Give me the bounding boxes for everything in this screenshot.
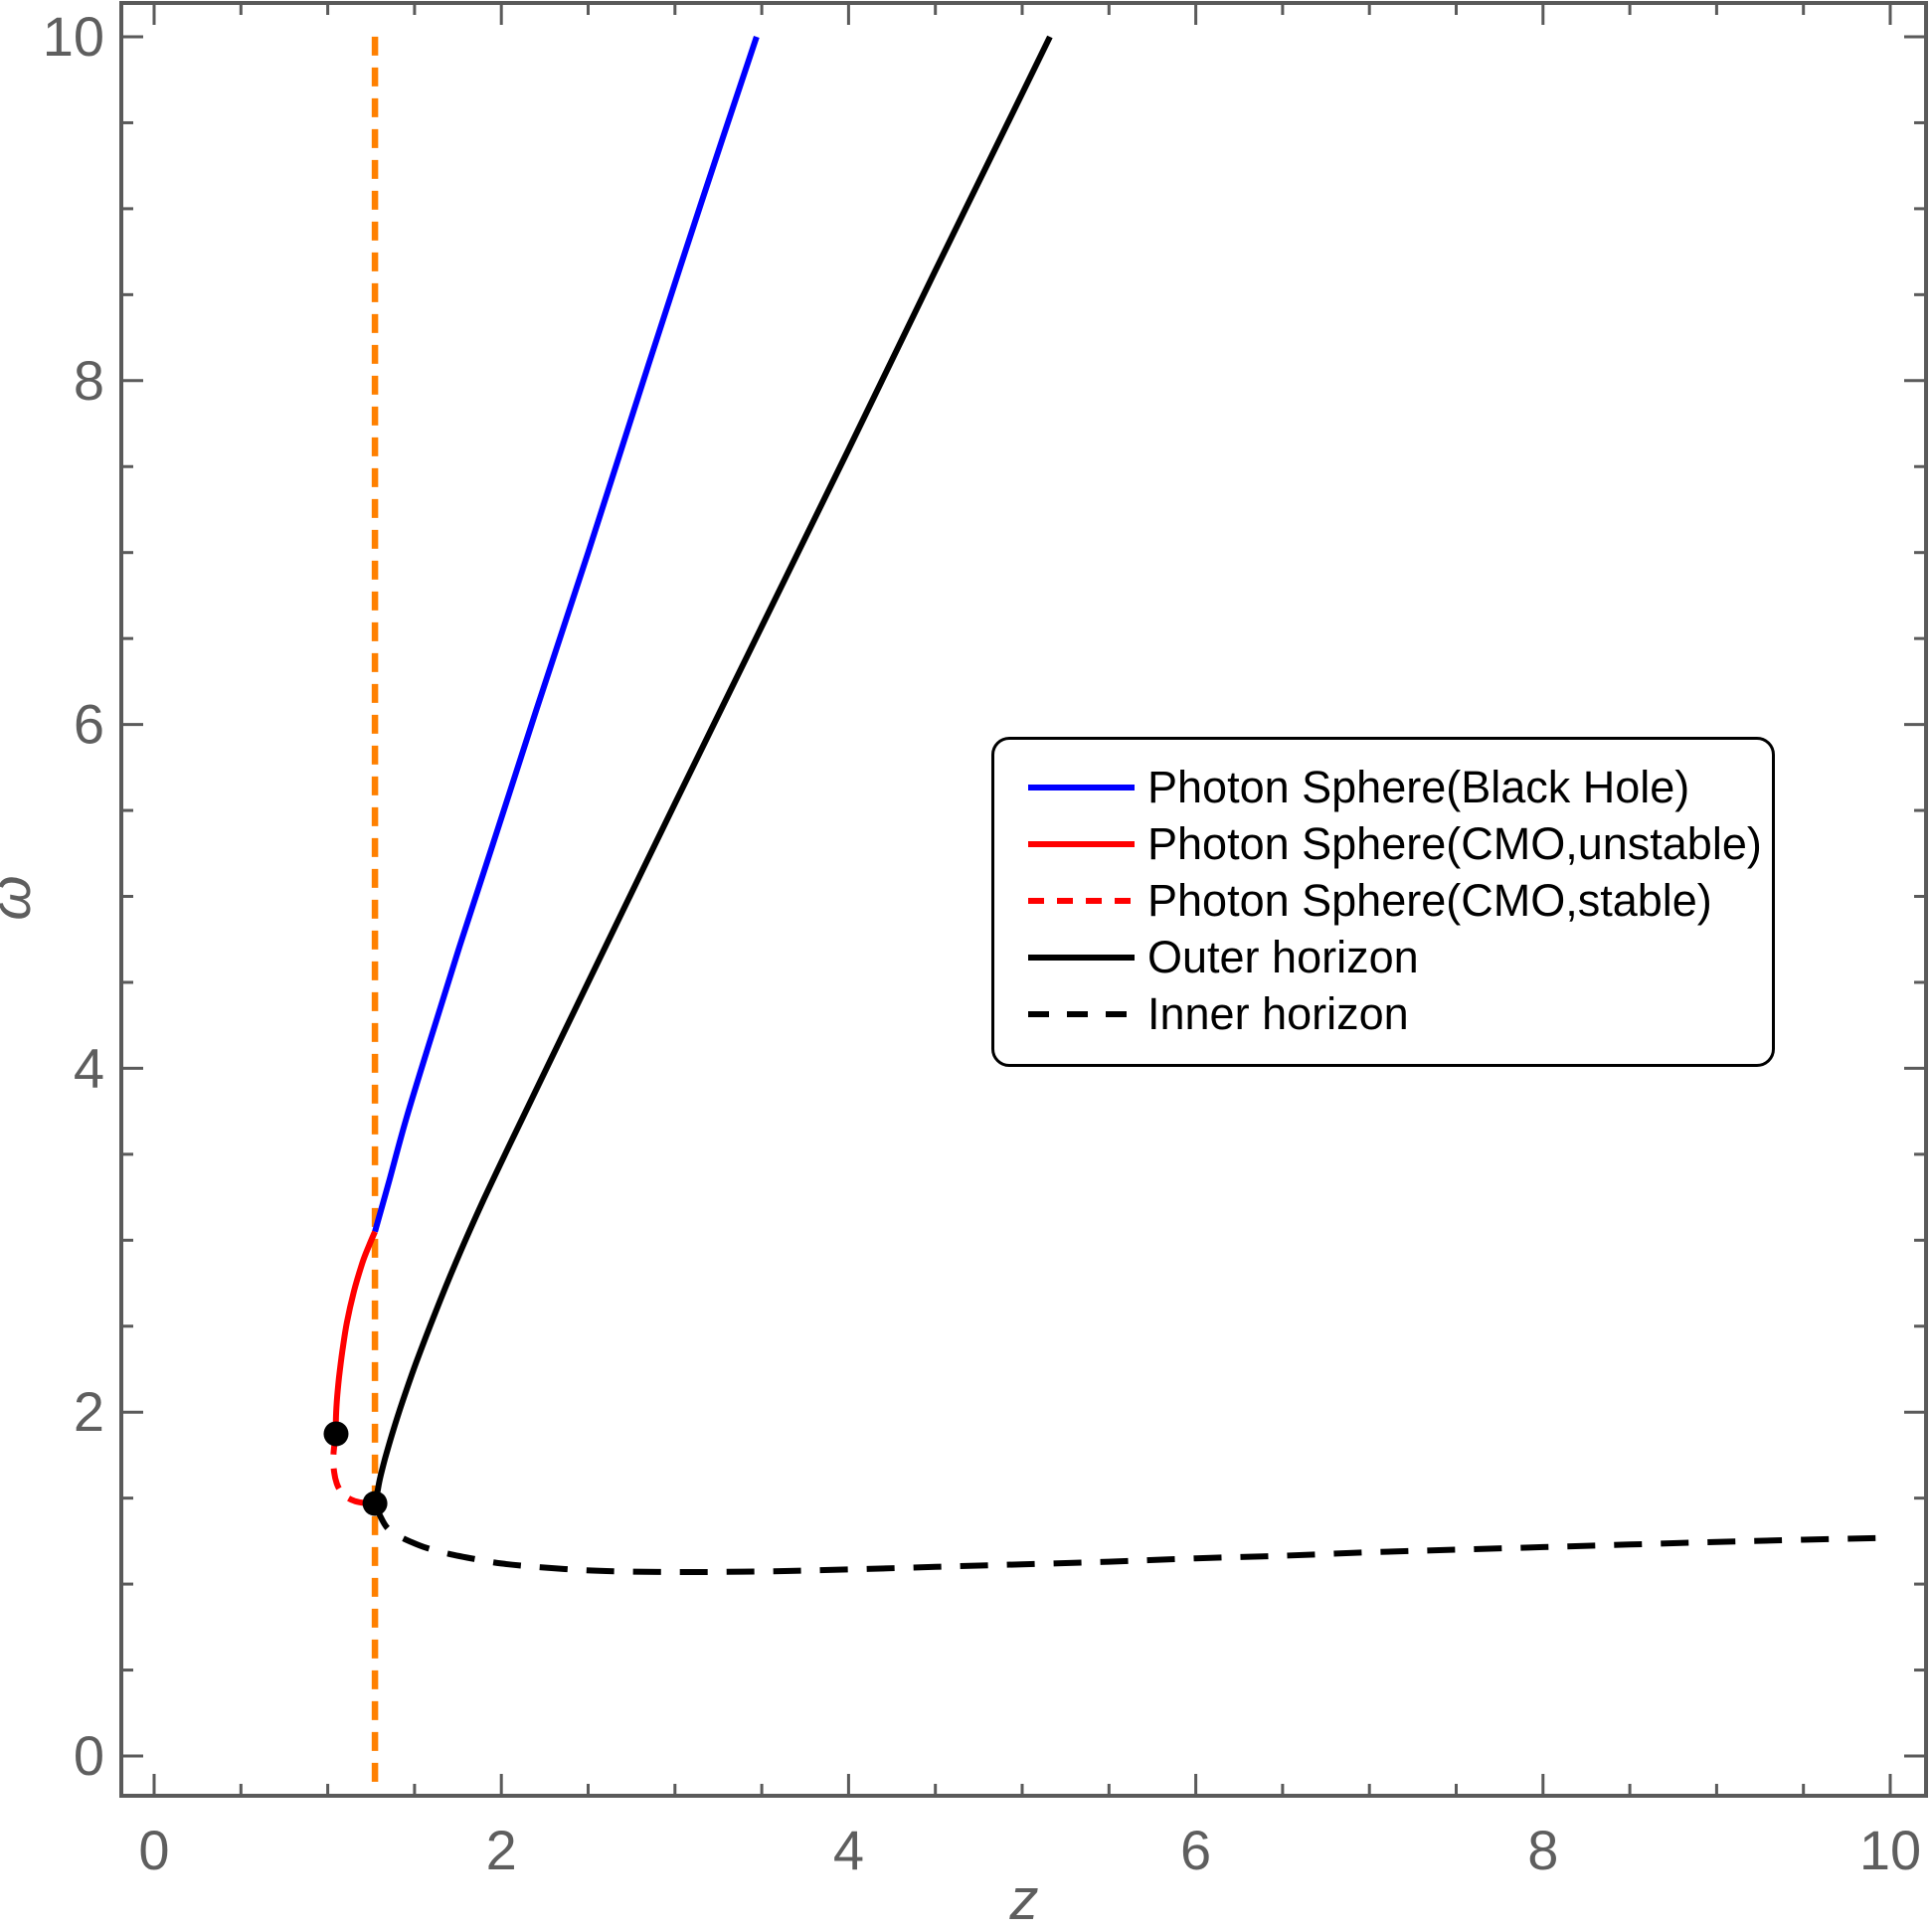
x-tick-label: 10 bbox=[1859, 1819, 1921, 1881]
legend-label: Photon Sphere(Black Hole) bbox=[1147, 762, 1690, 812]
y-tick-label: 0 bbox=[74, 1724, 104, 1787]
axis-ticks bbox=[121, 3, 1926, 1796]
legend-item: Inner horizon bbox=[994, 985, 1772, 1042]
legend-item: Outer horizon bbox=[994, 929, 1772, 985]
x-tick-label: 4 bbox=[833, 1819, 864, 1881]
series-photon-sphere-cmo-unstable bbox=[332, 1230, 378, 1435]
y-tick-label: 4 bbox=[74, 1036, 104, 1099]
legend-swatch-solid-line bbox=[1028, 840, 1135, 847]
x-tick-label: 2 bbox=[486, 1819, 517, 1881]
x-tick-label: 0 bbox=[138, 1819, 169, 1881]
series-inner-horizon bbox=[372, 1501, 1894, 1576]
data-curves bbox=[330, 28, 1894, 1782]
legend-label: Photon Sphere(CMO,unstable) bbox=[1147, 818, 1762, 869]
series-photon-sphere-black-hole bbox=[372, 36, 760, 1233]
series-photon-sphere-cmo-stable bbox=[330, 1433, 376, 1506]
legend-item: Photon Sphere(CMO,unstable) bbox=[994, 815, 1772, 872]
critical-point-marker bbox=[323, 1421, 349, 1447]
legend-swatch-dashed-line bbox=[1028, 897, 1135, 904]
legend-item: Photon Sphere(CMO,stable) bbox=[994, 872, 1772, 929]
x-axis-label: z bbox=[1009, 1867, 1039, 1932]
legend-swatch-solid-line bbox=[1028, 784, 1135, 790]
y-tick-label: 6 bbox=[74, 693, 104, 756]
legend-label: Inner horizon bbox=[1147, 988, 1409, 1039]
legend-label: Outer horizon bbox=[1147, 932, 1419, 982]
legend-item: Photon Sphere(Black Hole) bbox=[994, 759, 1772, 815]
legend-label: Photon Sphere(CMO,stable) bbox=[1147, 875, 1712, 926]
data-markers bbox=[323, 1421, 388, 1516]
series-outer-horizon bbox=[372, 35, 1053, 1504]
critical-point-marker bbox=[362, 1491, 388, 1516]
y-tick-label: 10 bbox=[43, 5, 104, 68]
legend: Photon Sphere(Black Hole) Photon Sphere(C… bbox=[991, 737, 1775, 1067]
tick-labels: 0 2 4 6 8 10 0 2 4 6 8 10 bbox=[43, 5, 1921, 1881]
legend-swatch-dashed-line bbox=[1028, 1010, 1135, 1017]
y-axis-label: ω bbox=[0, 875, 43, 920]
y-tick-label: 2 bbox=[74, 1380, 104, 1443]
y-tick-label: 8 bbox=[74, 349, 104, 412]
x-tick-label: 8 bbox=[1527, 1819, 1558, 1881]
x-tick-label: 6 bbox=[1180, 1819, 1211, 1881]
legend-swatch-solid-line bbox=[1028, 954, 1135, 961]
